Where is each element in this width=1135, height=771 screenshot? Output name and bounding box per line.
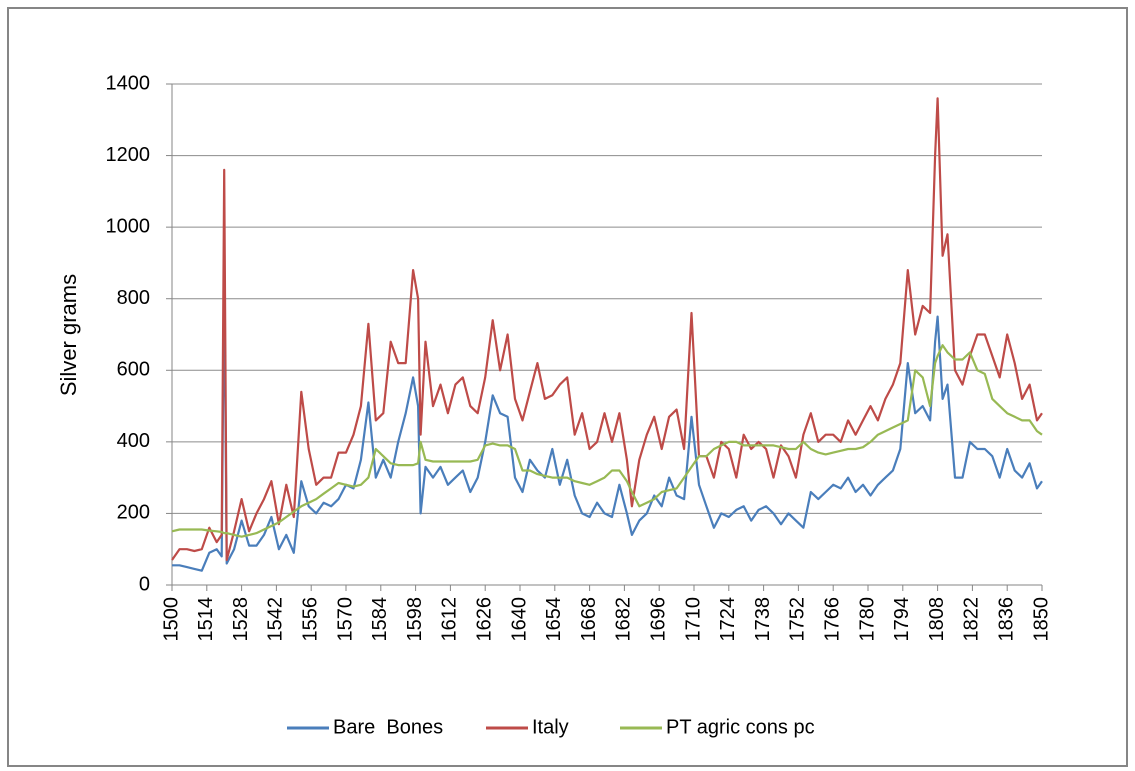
x-tick-label: 1500 xyxy=(160,597,182,642)
y-tick-label: 800 xyxy=(117,287,150,309)
y-tick-label: 1400 xyxy=(106,72,151,94)
series-line xyxy=(171,344,1043,538)
x-tick-label: 1542 xyxy=(265,597,287,642)
x-tick-label: 1766 xyxy=(821,597,843,642)
x-tick-label: 1836 xyxy=(995,597,1017,642)
y-axis-label: Silver grams xyxy=(56,274,81,396)
legend-label: Italy xyxy=(532,716,569,738)
x-tick-label: 1724 xyxy=(717,597,739,642)
x-tick-label: 1514 xyxy=(195,597,217,642)
x-tick-label: 1598 xyxy=(404,597,426,642)
x-tick-label: 1780 xyxy=(856,597,878,642)
x-tick-label: 1682 xyxy=(613,597,635,642)
y-tick-label: 1000 xyxy=(106,215,151,237)
y-tick-label: 200 xyxy=(117,502,150,524)
series-line xyxy=(171,97,1043,562)
x-tick-label: 1696 xyxy=(647,597,669,642)
series-line xyxy=(172,265,1043,572)
x-tick-label: 1556 xyxy=(299,597,321,642)
x-tick-label: 1528 xyxy=(230,597,252,642)
x-tick-label: 1850 xyxy=(1030,597,1052,642)
x-tick-label: 1822 xyxy=(961,597,983,642)
y-tick-label: 1200 xyxy=(106,144,151,166)
x-tick-label: 1738 xyxy=(752,597,774,642)
x-tick-label: 1654 xyxy=(543,597,565,642)
x-tick-label: 1808 xyxy=(926,597,948,642)
x-tick-label: 1710 xyxy=(682,597,704,642)
legend-label: PT agric cons pc xyxy=(666,716,815,738)
y-tick-label: 400 xyxy=(117,430,150,452)
legend-label: Bare Bones xyxy=(333,716,443,738)
x-tick-label: 1668 xyxy=(578,597,600,642)
x-tick-label: 1752 xyxy=(787,597,809,642)
y-tick-label: 600 xyxy=(117,359,150,381)
x-tick-label: 1612 xyxy=(439,597,461,642)
x-tick-label: 1794 xyxy=(891,597,913,642)
x-tick-label: 1640 xyxy=(508,597,530,642)
x-tick-label: 1626 xyxy=(473,597,495,642)
y-tick-label: 0 xyxy=(139,573,150,595)
x-tick-label: 1570 xyxy=(334,597,356,642)
x-tick-label: 1584 xyxy=(369,597,391,642)
